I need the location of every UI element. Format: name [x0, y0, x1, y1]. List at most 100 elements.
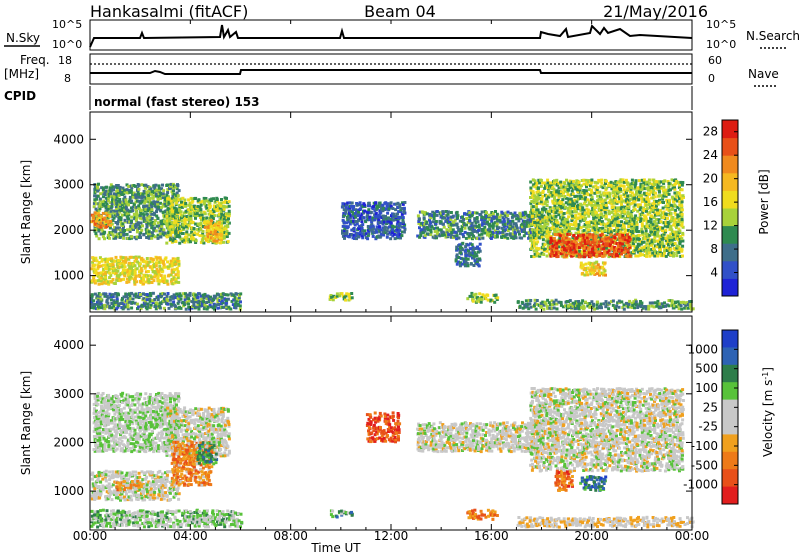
power-cell	[149, 257, 152, 260]
power-cell	[639, 203, 642, 206]
power-cell	[570, 227, 573, 230]
power-cell	[126, 228, 129, 231]
power-cell	[608, 212, 611, 215]
power-cell	[352, 208, 355, 211]
power-cell	[370, 211, 373, 214]
power-cell	[228, 205, 231, 208]
power-cell	[641, 184, 644, 187]
power-cell	[650, 218, 653, 221]
power-cell	[159, 197, 162, 200]
power-cell	[638, 234, 641, 237]
power-cell	[590, 189, 593, 192]
power-cell	[390, 222, 393, 225]
power-cell	[572, 180, 575, 183]
power-cell	[226, 225, 229, 228]
power-cell	[93, 303, 96, 306]
power-cell	[113, 192, 116, 195]
power-cell	[476, 237, 479, 240]
power-cell	[537, 186, 540, 189]
power-cell	[158, 305, 161, 308]
power-cell	[438, 234, 441, 237]
power-cell	[108, 237, 111, 240]
power-cell	[569, 223, 572, 226]
power-cell	[159, 209, 162, 212]
power-cell	[97, 183, 100, 186]
power-cell	[598, 191, 601, 194]
power-cell	[583, 229, 586, 232]
power-cell	[209, 304, 212, 307]
power-cell	[150, 187, 153, 190]
power-cell	[429, 229, 432, 232]
power-cell	[102, 235, 105, 238]
power-cell	[657, 235, 660, 238]
power-cell	[585, 189, 588, 192]
power-cell	[596, 186, 599, 189]
power-cell	[425, 221, 428, 224]
power-cell	[441, 210, 444, 213]
power-cell	[616, 213, 619, 216]
power-cell	[95, 208, 98, 211]
power-cell	[225, 197, 228, 200]
power-cell	[402, 216, 405, 219]
nsky-trace	[90, 25, 692, 47]
power-cell	[443, 226, 446, 229]
power-cell	[398, 203, 401, 206]
power-cell	[374, 201, 377, 204]
power-cell	[547, 190, 550, 193]
power-cell	[373, 218, 376, 221]
power-cell	[571, 215, 574, 218]
power-cell	[150, 237, 153, 240]
power-cell	[553, 196, 556, 199]
power-cell	[123, 229, 126, 232]
power-cell	[157, 221, 160, 224]
power-cell	[542, 238, 545, 241]
power-cell	[166, 191, 169, 194]
power-cell	[641, 253, 644, 256]
power-cell	[93, 264, 96, 267]
power-cell	[459, 245, 462, 248]
power-cell	[681, 208, 684, 211]
power-cell	[623, 188, 626, 191]
power-cell	[671, 216, 674, 219]
power-cell	[171, 231, 174, 234]
power-cell	[662, 186, 665, 189]
power-cell	[535, 237, 538, 240]
power-cell	[680, 204, 683, 207]
power-cell	[650, 214, 653, 217]
power-cell	[101, 258, 104, 261]
power-cell	[648, 211, 651, 214]
power-cell	[594, 206, 597, 209]
power-cell	[532, 205, 535, 208]
power-cell	[178, 189, 181, 192]
power-cell	[668, 182, 671, 185]
power-cell	[609, 192, 612, 195]
power-cell	[662, 245, 665, 248]
power-cell	[204, 293, 207, 296]
power-cell	[580, 195, 583, 198]
power-cell	[648, 179, 651, 182]
nave-label: Nave	[748, 67, 779, 81]
power-cell	[120, 302, 123, 305]
power-cell	[150, 275, 153, 278]
power-cell	[359, 201, 362, 204]
power-cell	[565, 179, 568, 182]
power-cell	[459, 252, 462, 255]
power-cell	[341, 202, 344, 205]
power-cell	[194, 197, 197, 200]
power-cell	[681, 213, 684, 216]
power-cell	[378, 225, 381, 228]
power-cell	[386, 229, 389, 232]
power-cell	[461, 215, 464, 218]
power-cell	[494, 210, 497, 213]
power-cell	[679, 194, 682, 197]
power-cell	[181, 232, 184, 235]
power-cell	[126, 209, 129, 212]
power-cell	[681, 224, 684, 227]
power-cell	[216, 240, 219, 243]
power-cell	[154, 219, 157, 222]
power-cell	[478, 292, 481, 295]
power-cell	[124, 272, 127, 275]
power-cell	[488, 228, 491, 231]
power-cell	[623, 185, 626, 188]
power-cell	[384, 226, 387, 229]
